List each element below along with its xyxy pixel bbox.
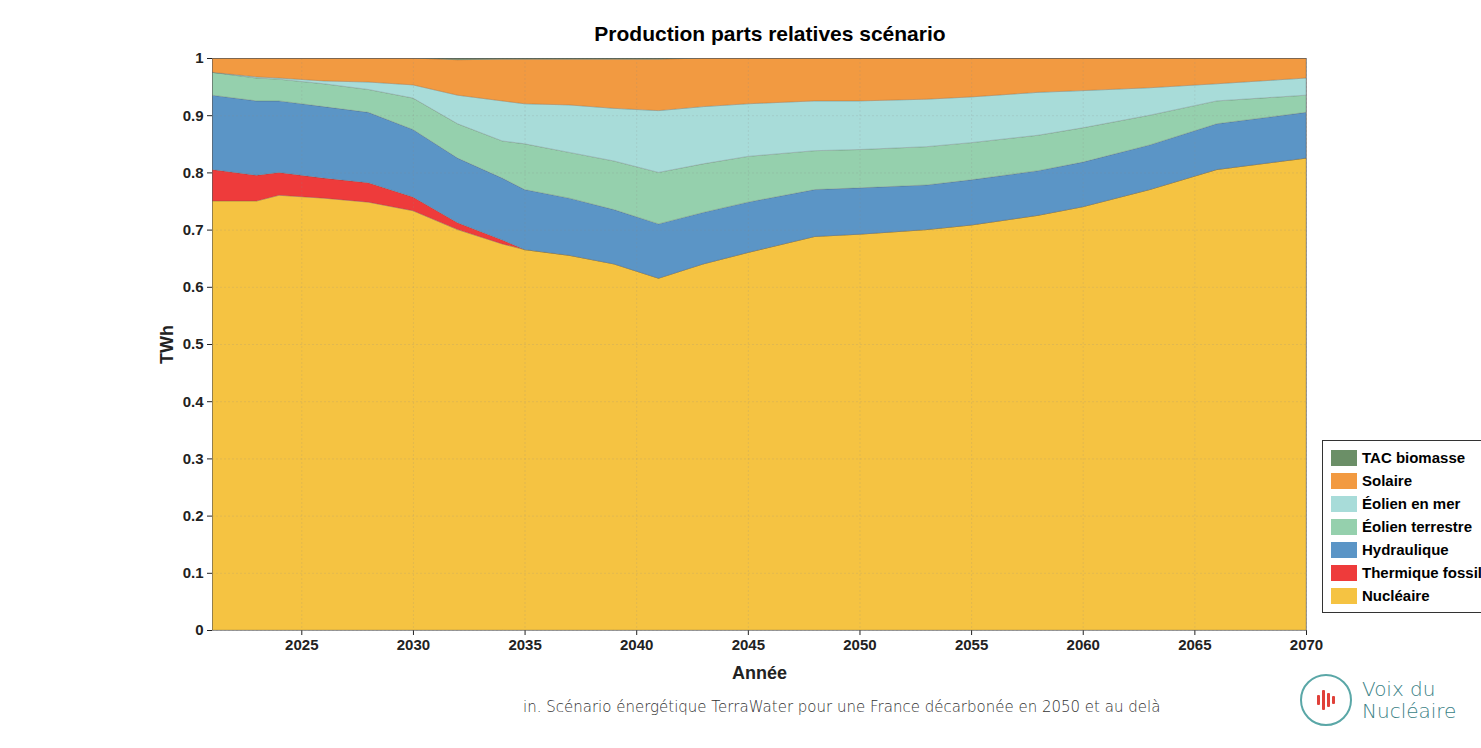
html-text:Nucléaire: Nucléaire <box>1362 587 1430 604</box>
svg-text:0.5: 0.5 <box>183 335 204 352</box>
svg-text:2055: 2055 <box>955 636 988 653</box>
svg-text:0.2: 0.2 <box>183 507 204 524</box>
html-text:Voix du: Voix du <box>1362 677 1436 701</box>
svg-text:2035: 2035 <box>508 636 541 653</box>
svg-text:2030: 2030 <box>397 636 430 653</box>
svg-text:0.3: 0.3 <box>183 450 204 467</box>
html-text:TAC biomasse: TAC biomasse <box>1362 449 1466 466</box>
svg-text:0.8: 0.8 <box>183 164 204 181</box>
svg-text:0: 0 <box>195 621 203 638</box>
svg-text:TWh: TWh <box>157 325 177 364</box>
svg-text:2065: 2065 <box>1178 636 1211 653</box>
html-text:Hydraulique: Hydraulique <box>1362 541 1449 558</box>
html-text:Éolien terrestre: Éolien terrestre <box>1362 518 1472 535</box>
html-text:Éolien en mer: Éolien en mer <box>1362 495 1461 512</box>
svg-text:2060: 2060 <box>1067 636 1100 653</box>
html-text:Production parts relatives scé: Production parts relatives scénario <box>594 22 946 45</box>
svg-text:0.7: 0.7 <box>183 221 204 238</box>
svg-text:2045: 2045 <box>732 636 765 653</box>
svg-text:2070: 2070 <box>1290 636 1323 653</box>
svg-text:1: 1 <box>195 49 203 66</box>
html-text:Solaire: Solaire <box>1362 472 1412 489</box>
html-text:Nucléaire: Nucléaire <box>1362 699 1457 723</box>
svg-text:2050: 2050 <box>843 636 876 653</box>
svg-text:2040: 2040 <box>620 636 653 653</box>
svg-text:Année: Année <box>732 663 787 683</box>
svg-text:0.1: 0.1 <box>183 564 204 581</box>
svg-text:0.4: 0.4 <box>183 393 205 410</box>
svg-text:2025: 2025 <box>285 636 318 653</box>
svg-text:0.9: 0.9 <box>183 107 204 124</box>
svg-text:0.6: 0.6 <box>183 278 204 295</box>
html-text:in. Scénario énergétique Terra: in. Scénario énergétique TerraWater pour… <box>523 698 1161 716</box>
